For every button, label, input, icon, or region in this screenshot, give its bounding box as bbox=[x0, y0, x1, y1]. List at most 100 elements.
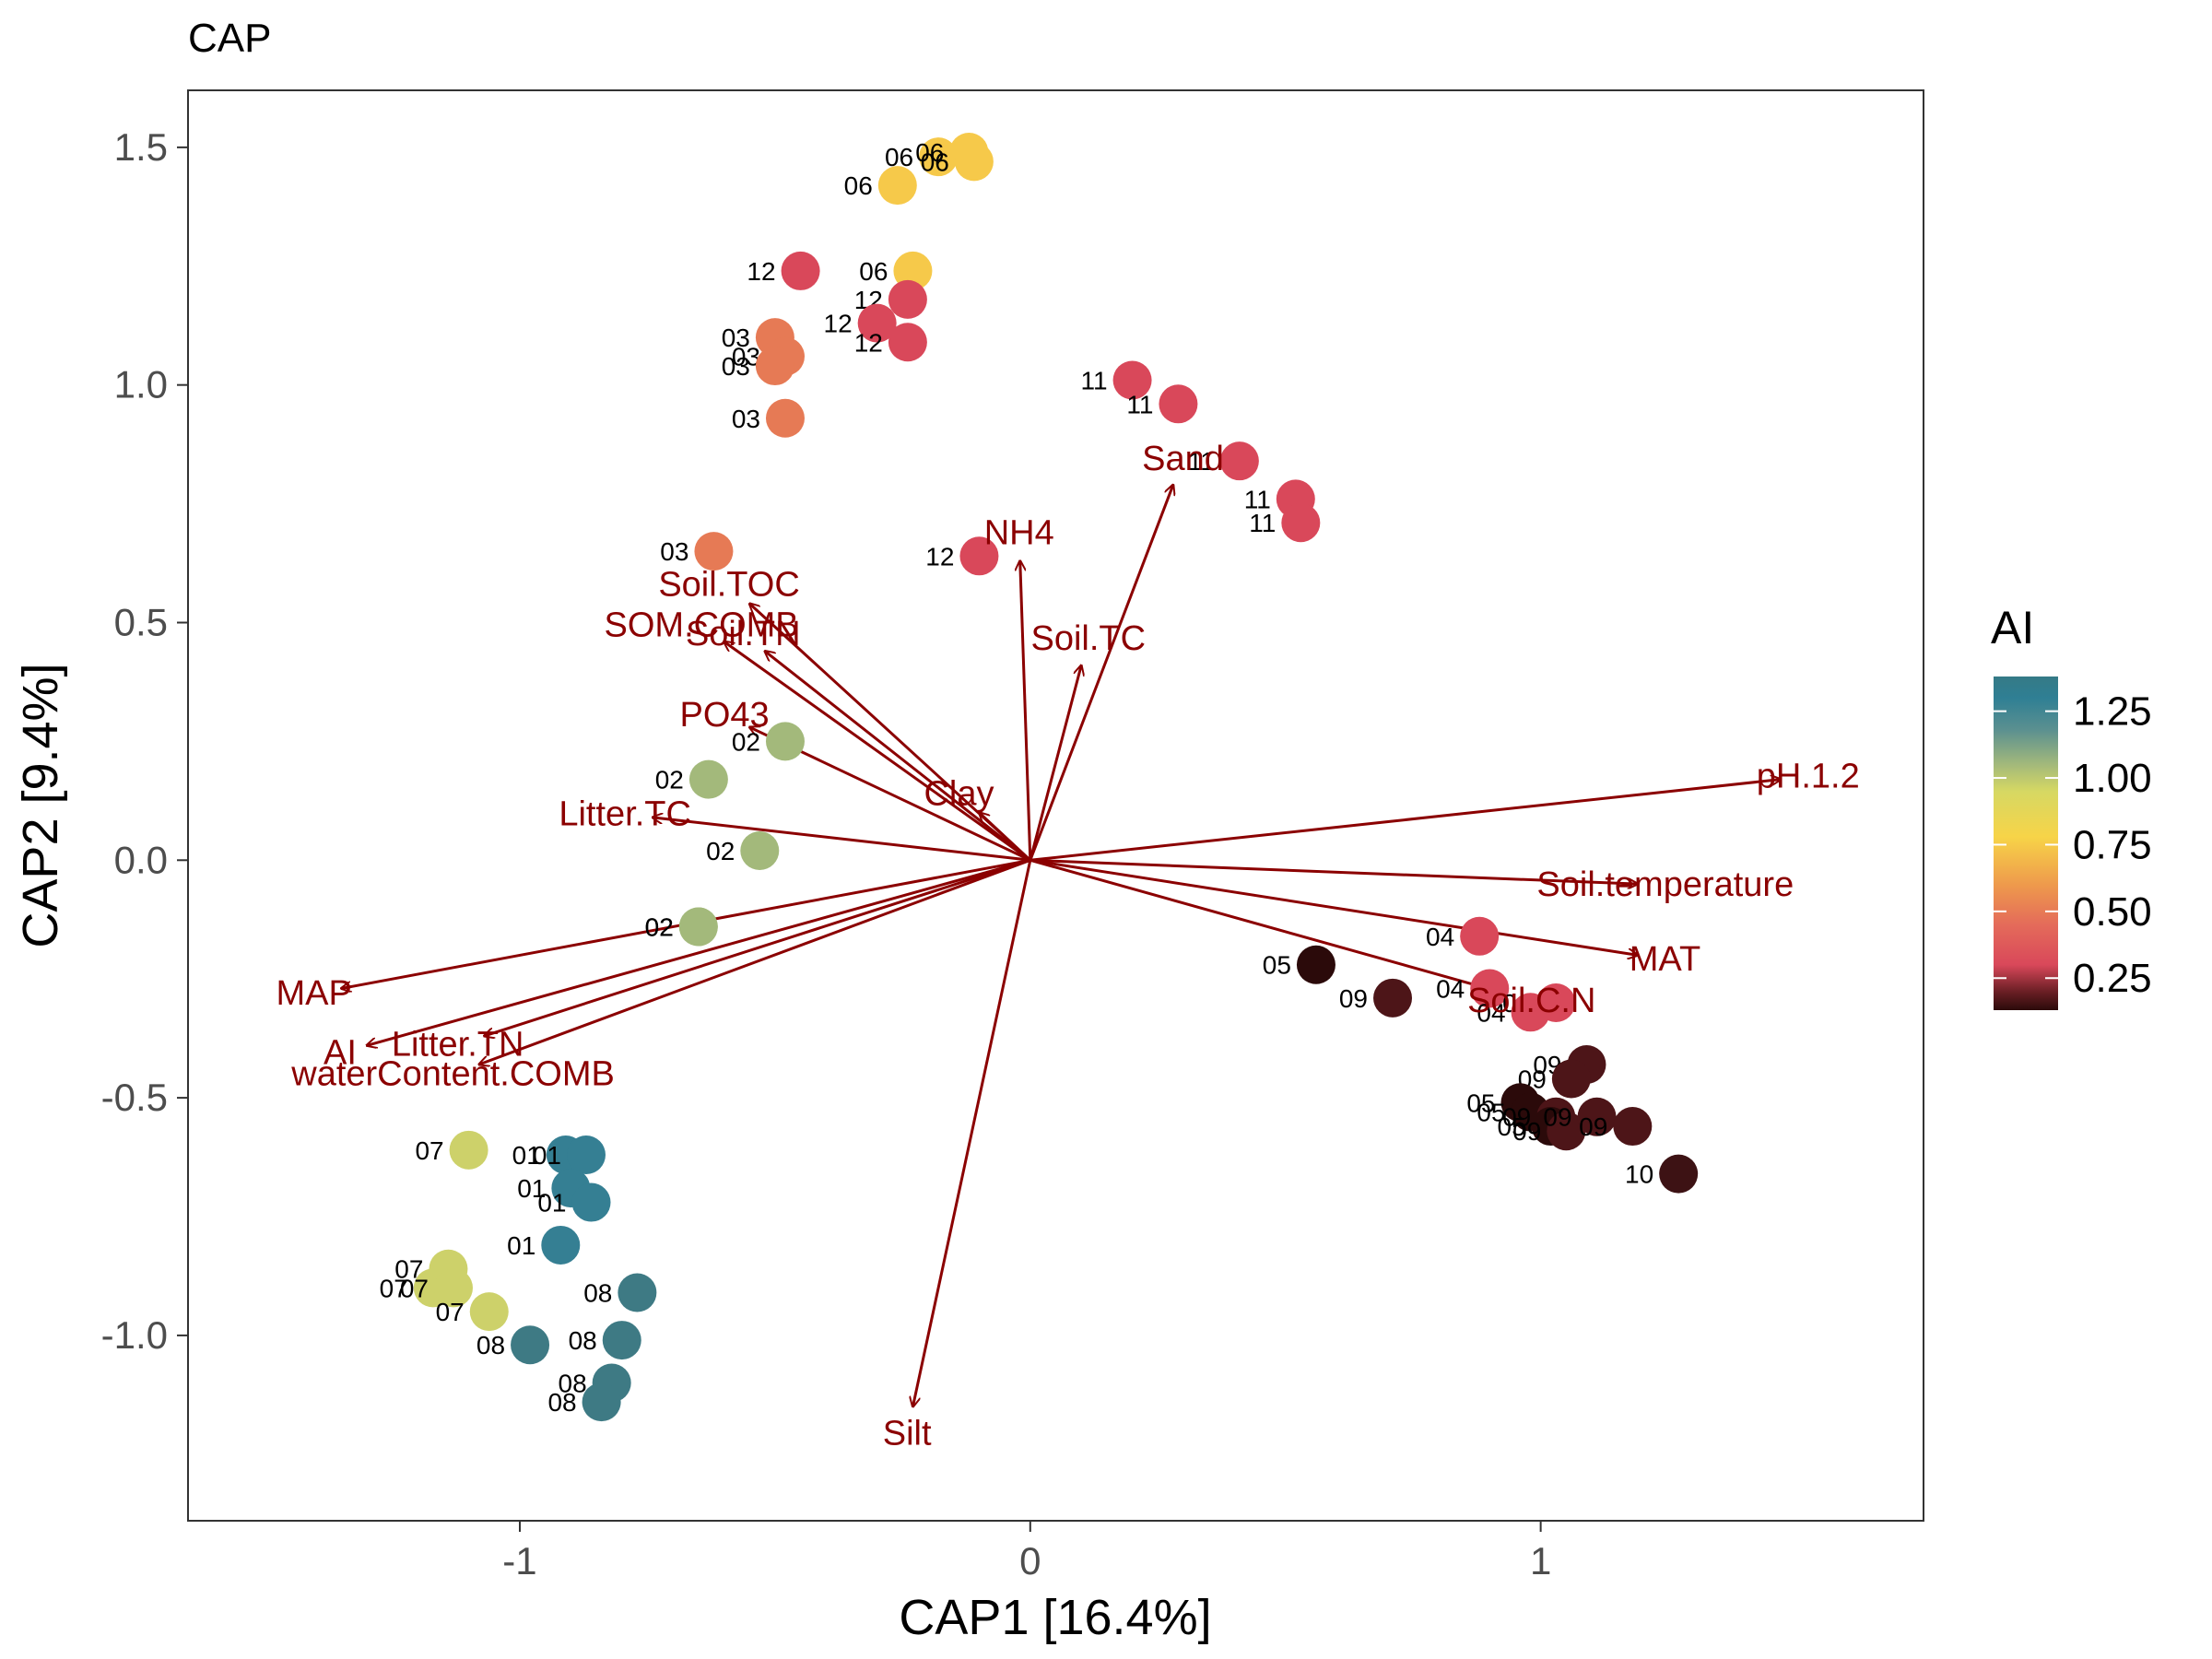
data-point-label: 09 bbox=[1339, 984, 1368, 1013]
data-point-label: 08 bbox=[547, 1388, 576, 1417]
data-point-label: 03 bbox=[722, 352, 750, 381]
data-point-label: 06 bbox=[859, 257, 888, 286]
data-point-label: 01 bbox=[537, 1189, 566, 1218]
vector-arrow bbox=[1029, 485, 1173, 861]
colorbar-tick-label: 0.75 bbox=[2073, 822, 2152, 867]
data-point bbox=[893, 251, 933, 290]
y-axis-title: CAP2 [9.4%] bbox=[13, 663, 68, 947]
vector-label: Soil.TOC bbox=[658, 566, 799, 605]
y-tick-label: 1.5 bbox=[114, 125, 168, 169]
data-point-label: 11 bbox=[1126, 390, 1153, 418]
data-point-label: 10 bbox=[1625, 1160, 1653, 1189]
vector-label: PO43 bbox=[680, 696, 770, 735]
y-tick-label: -1.0 bbox=[101, 1313, 168, 1357]
data-point bbox=[694, 532, 734, 571]
data-point-label: 08 bbox=[477, 1331, 505, 1359]
data-point bbox=[618, 1273, 657, 1312]
data-point-label: 05 bbox=[1498, 1112, 1526, 1141]
data-point bbox=[582, 1382, 621, 1422]
data-point-label: 09 bbox=[1543, 1103, 1571, 1132]
vector-label: Clay bbox=[924, 774, 994, 813]
data-point bbox=[688, 759, 728, 799]
data-point bbox=[1281, 503, 1321, 543]
data-point-label: 02 bbox=[645, 912, 674, 941]
data-point-label: 08 bbox=[559, 1369, 587, 1397]
data-point bbox=[765, 722, 805, 761]
legend-title: AI bbox=[1991, 602, 2034, 653]
data-point bbox=[678, 907, 718, 947]
vector-label: SOM.COMB bbox=[605, 606, 799, 645]
data-point-label: 03 bbox=[660, 537, 688, 566]
vector-arrow bbox=[1030, 780, 1781, 862]
colorbar bbox=[1994, 677, 2058, 1010]
data-point-label: 06 bbox=[885, 143, 913, 171]
data-point-label: 08 bbox=[583, 1279, 612, 1308]
vector-arrow bbox=[653, 818, 1030, 862]
data-point bbox=[1296, 945, 1335, 984]
data-point-label: 01 bbox=[512, 1141, 541, 1170]
x-tick-label: 1 bbox=[1530, 1539, 1551, 1583]
data-point-label: 06 bbox=[844, 171, 873, 200]
vector-label: Soil.TN bbox=[686, 615, 801, 653]
vector-label: Sand bbox=[1142, 440, 1224, 478]
data-point-label: 03 bbox=[722, 324, 750, 352]
data-point bbox=[1112, 360, 1152, 400]
data-point bbox=[571, 1182, 611, 1222]
data-point-label: 02 bbox=[645, 912, 674, 941]
vector-arrow bbox=[724, 641, 1031, 862]
data-point-label: 03 bbox=[732, 343, 760, 371]
vector-label: waterContent.COMB bbox=[290, 1054, 615, 1093]
data-point-label: 02 bbox=[732, 727, 760, 756]
vector-arrow bbox=[479, 858, 1031, 1065]
data-point bbox=[602, 1321, 641, 1360]
data-point bbox=[857, 303, 897, 343]
data-point-label: 04 bbox=[1477, 998, 1505, 1027]
data-point-label: 12 bbox=[854, 328, 883, 357]
vector-label: Silt bbox=[883, 1415, 932, 1453]
data-point bbox=[765, 398, 805, 438]
data-point-label: 12 bbox=[925, 542, 954, 571]
y-tick-label: -0.5 bbox=[101, 1076, 168, 1119]
data-point-label: 01 bbox=[533, 1141, 561, 1170]
data-point bbox=[566, 1135, 606, 1174]
data-point-label: 11 bbox=[1249, 509, 1276, 537]
data-point-label: 02 bbox=[655, 766, 684, 794]
data-point-label: 11 bbox=[1080, 367, 1107, 395]
vector-label: Litter.TN bbox=[392, 1025, 524, 1064]
data-point bbox=[469, 1292, 509, 1332]
data-point-label: 06 bbox=[915, 138, 944, 167]
data-point-label: 06 bbox=[921, 147, 949, 176]
data-point bbox=[959, 536, 999, 576]
vector-arrow bbox=[765, 651, 1031, 862]
data-point bbox=[433, 1268, 473, 1308]
data-point-label: 12 bbox=[747, 257, 775, 286]
x-axis: -1 0 1 bbox=[188, 1520, 1924, 1583]
data-point bbox=[781, 251, 820, 290]
vector-arrow bbox=[979, 813, 1031, 862]
legend-ticks: 1.25 1.00 0.75 0.50 0.25 bbox=[1994, 689, 2152, 1001]
x-axis-title: CAP1 [16.4%] bbox=[899, 1590, 1211, 1645]
data-point bbox=[1547, 1112, 1586, 1151]
data-point bbox=[888, 279, 927, 319]
data-point-label: 07 bbox=[415, 1136, 443, 1165]
data-point-label: 07 bbox=[436, 1298, 465, 1326]
vector-label: Soil.TC bbox=[1031, 619, 1147, 658]
vector-label: MAP bbox=[276, 974, 351, 1013]
chart-title: CAP bbox=[188, 16, 271, 61]
data-point bbox=[1511, 993, 1550, 1032]
vector-arrow bbox=[912, 859, 1032, 1406]
vector-label: AI bbox=[324, 1033, 357, 1072]
data-point-label: 09 bbox=[1502, 1103, 1531, 1132]
vector-label: Litter.TC bbox=[559, 795, 691, 834]
data-point-label: 11 bbox=[1244, 485, 1271, 513]
data-point bbox=[877, 166, 917, 206]
data-point bbox=[1470, 969, 1510, 1008]
data-point-label: 04 bbox=[1436, 975, 1465, 1004]
data-point-label: 05 bbox=[1466, 1088, 1495, 1117]
data-point-label: 09 bbox=[1512, 1117, 1541, 1146]
data-point-label: 02 bbox=[706, 837, 735, 865]
legend: AI 1.25 1.00 0.75 0.50 0.25 bbox=[1991, 602, 2152, 1010]
y-tick-label: 0.5 bbox=[114, 600, 168, 643]
vector-label: NH4 bbox=[984, 513, 1054, 552]
